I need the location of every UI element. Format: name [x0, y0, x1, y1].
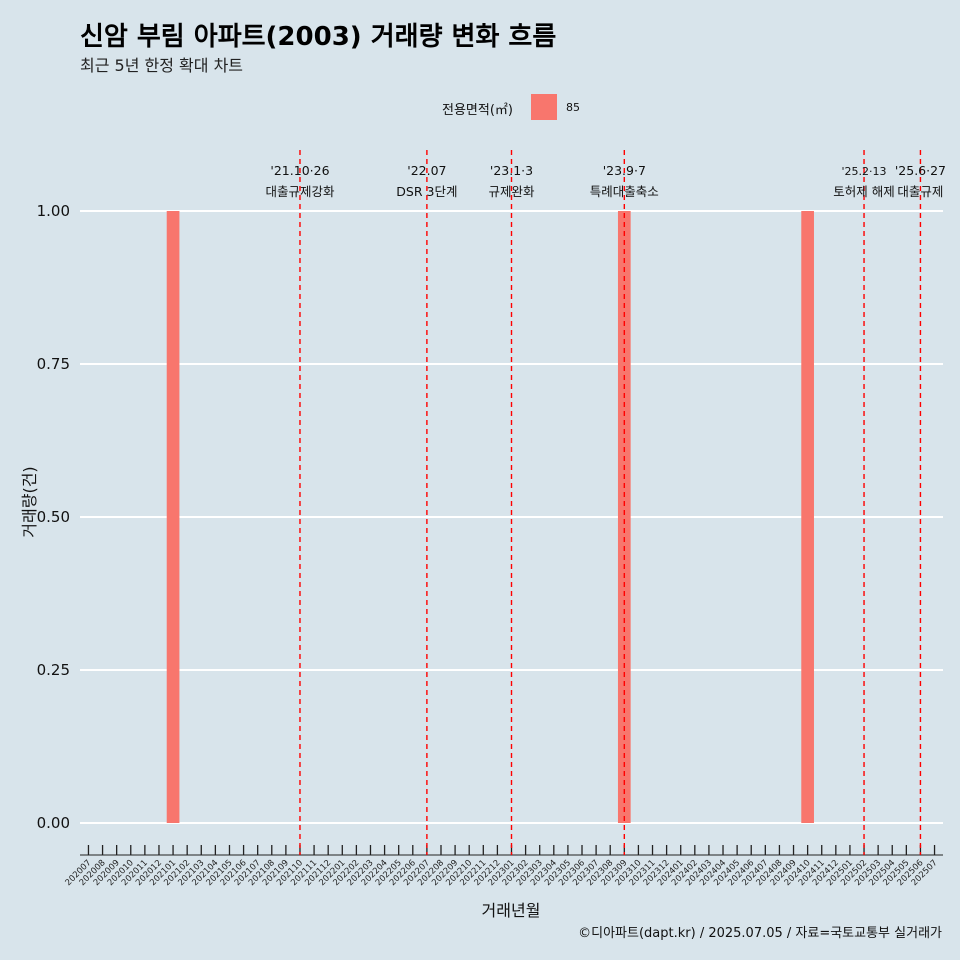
event-date-label: '21.10·26 — [270, 163, 329, 178]
bar — [617, 211, 631, 823]
y-axis-label: 거래량(건) — [20, 466, 39, 538]
legend: 전용면적(㎡) 85 — [0, 93, 960, 123]
event-label: 대출규제 — [897, 184, 943, 199]
y-tick-label: 0.50 — [37, 508, 70, 526]
event-date-label: '25.2·13 — [842, 165, 887, 178]
event-label: 대출규제강화 — [265, 184, 335, 199]
y-tick-label: 0.00 — [37, 814, 70, 832]
event-date-label: '25.6·27 — [895, 163, 946, 178]
chart-title: 신암 부림 아파트(2003) 거래량 변화 흐름 — [80, 22, 557, 52]
event-label: 규제완화 — [488, 184, 535, 199]
event-date-label: '23.9·7 — [603, 163, 646, 178]
source-caption: ©디아파트(dapt.kr) / 2025.07.05 / 자료=국토교통부 실… — [578, 926, 942, 941]
legend-title: 전용면적(㎡) — [442, 103, 513, 118]
bar — [166, 211, 180, 823]
event-label: 토허제 해제 — [833, 184, 894, 199]
event-date-label: '22.07 — [407, 163, 446, 178]
chart-subtitle: 최근 5년 한정 확대 차트 — [80, 56, 244, 75]
event-date-label: '23.1·3 — [490, 163, 533, 178]
bar — [801, 211, 814, 823]
legend-key — [531, 94, 557, 120]
legend-label: 85 — [566, 101, 580, 114]
y-tick-label: 0.75 — [37, 355, 70, 373]
x-axis-label: 거래년월 — [481, 901, 541, 920]
y-tick-label: 1.00 — [37, 202, 70, 220]
event-label: 특례대출축소 — [590, 184, 659, 199]
y-tick-label: 0.25 — [37, 661, 70, 679]
event-label: DSR 3단계 — [396, 184, 457, 199]
